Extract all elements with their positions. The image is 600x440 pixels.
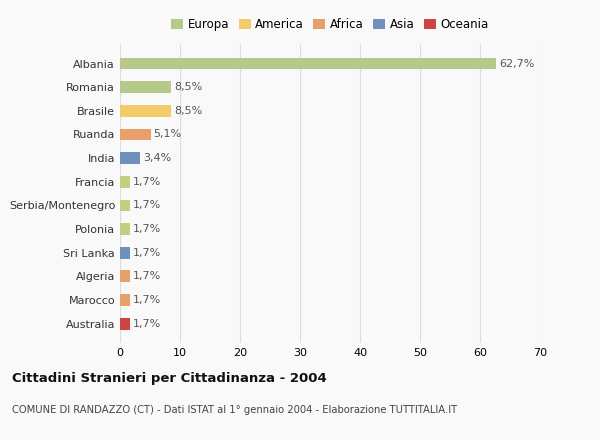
Bar	[120, 294, 130, 306]
Text: Cittadini Stranieri per Cittadinanza - 2004: Cittadini Stranieri per Cittadinanza - 2…	[12, 372, 327, 385]
Text: 1,7%: 1,7%	[133, 271, 161, 282]
Bar	[120, 128, 151, 140]
Text: 8,5%: 8,5%	[174, 82, 202, 92]
Bar	[120, 105, 171, 117]
Bar	[120, 81, 171, 93]
Bar	[120, 318, 130, 330]
Text: 1,7%: 1,7%	[133, 295, 161, 305]
Text: 8,5%: 8,5%	[174, 106, 202, 116]
Text: 1,7%: 1,7%	[133, 201, 161, 210]
Bar	[120, 176, 130, 188]
Text: 3,4%: 3,4%	[143, 153, 172, 163]
Text: 1,7%: 1,7%	[133, 319, 161, 329]
Bar	[120, 247, 130, 259]
Bar	[120, 271, 130, 282]
Bar	[120, 58, 496, 70]
Text: 62,7%: 62,7%	[499, 59, 535, 69]
Text: 1,7%: 1,7%	[133, 248, 161, 258]
Text: 5,1%: 5,1%	[154, 129, 182, 139]
Bar	[120, 152, 140, 164]
Bar	[120, 199, 130, 211]
Text: 1,7%: 1,7%	[133, 224, 161, 234]
Legend: Europa, America, Africa, Asia, Oceania: Europa, America, Africa, Asia, Oceania	[168, 15, 492, 35]
Text: 1,7%: 1,7%	[133, 177, 161, 187]
Text: COMUNE DI RANDAZZO (CT) - Dati ISTAT al 1° gennaio 2004 - Elaborazione TUTTITALI: COMUNE DI RANDAZZO (CT) - Dati ISTAT al …	[12, 405, 457, 415]
Bar	[120, 223, 130, 235]
